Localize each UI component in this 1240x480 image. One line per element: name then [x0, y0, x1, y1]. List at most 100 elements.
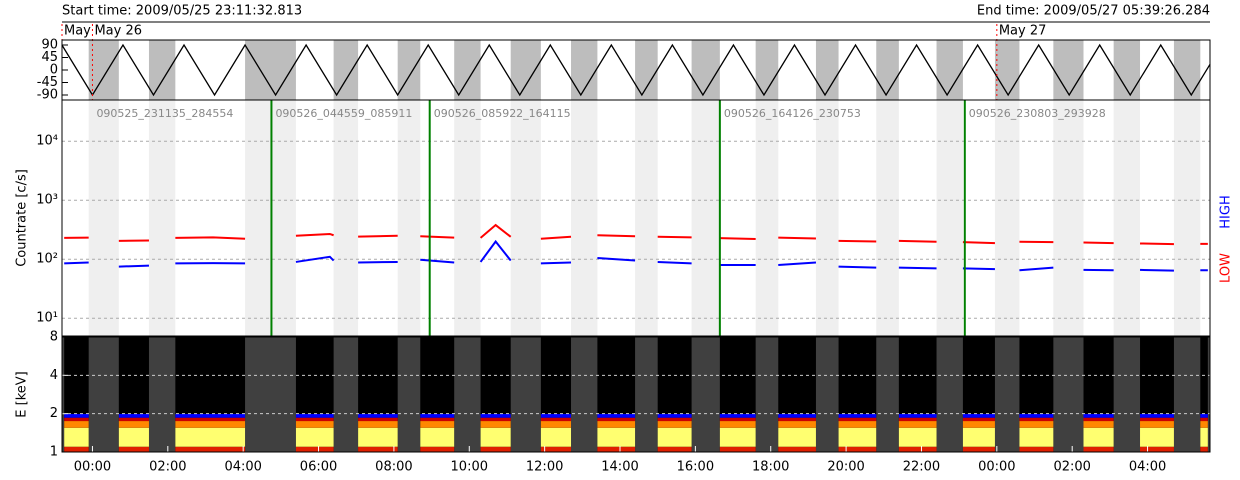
gap-band: [510, 100, 541, 336]
spectrum-band: [175, 427, 246, 447]
x-tick-label: 00:00: [74, 460, 111, 475]
spectrum-band: [719, 446, 756, 452]
spectrum-band: [838, 421, 877, 428]
panel-frame: [61, 99, 1211, 337]
y-tick-label: 2: [50, 406, 58, 421]
spectrum-band: [64, 417, 89, 422]
spectrum-block: [1200, 337, 1208, 452]
gap-band: [148, 100, 176, 336]
spectrum-band: [1083, 413, 1114, 418]
spectrum-band: [295, 421, 334, 428]
gap-band: [755, 100, 779, 336]
spectrum-band: [175, 421, 246, 428]
spectrum-band: [358, 446, 398, 452]
spectrum-band: [118, 421, 149, 428]
gap-band: [815, 100, 839, 336]
spectrum-band: [1200, 421, 1208, 428]
gap-band: [454, 40, 481, 100]
spectrum-band: [358, 417, 398, 422]
x-tick-label: 18:00: [752, 460, 789, 475]
gap-band: [510, 40, 541, 100]
spectrum-band: [1200, 417, 1208, 422]
spectrum-band: [1019, 413, 1054, 418]
spectrum-band: [719, 413, 756, 418]
spectrum-band: [838, 446, 877, 452]
spectrum-band: [358, 421, 398, 428]
gap-band: [1113, 40, 1141, 100]
spectrum-band: [118, 446, 149, 452]
y-tick-label: 10³: [36, 193, 58, 208]
gap-band: [994, 40, 1020, 100]
spectrum-band: [295, 417, 334, 422]
spectrum-band: [540, 446, 572, 452]
spectrum-band: [778, 427, 816, 447]
x-tick-label: 04:00: [1129, 460, 1166, 475]
spectrum-band: [118, 427, 149, 447]
spectrum-band: [838, 427, 877, 447]
spectrum-band: [295, 427, 334, 447]
file-label: 090526_044559_085911: [275, 107, 412, 120]
spectrum-band: [118, 413, 149, 418]
gap-band: [876, 100, 899, 336]
spectrum-band: [657, 427, 692, 447]
spectrum-band: [64, 421, 89, 428]
spectrum-band: [898, 421, 937, 428]
spectrum-band: [778, 446, 816, 452]
x-tick-label: 10:00: [451, 460, 488, 475]
day-label: May: [64, 24, 91, 39]
y-tick-label: -90: [37, 88, 58, 103]
spectrum-band: [1019, 417, 1054, 422]
spectrum-band: [597, 427, 636, 447]
gap-band: [876, 40, 899, 100]
gap-band: [571, 40, 598, 100]
gap-band: [333, 40, 359, 100]
panel-bg: [62, 337, 1210, 452]
x-tick-label: 22:00: [903, 460, 940, 475]
spectrum-band: [1140, 413, 1174, 418]
attitude-line: [61, 43, 1211, 97]
spectrum-band: [657, 421, 692, 428]
start-time: Start time: 2009/05/25 23:11:32.813: [62, 4, 302, 19]
spectrum-band: [358, 413, 398, 418]
gap-band: [88, 40, 119, 100]
x-tick-label: 16:00: [677, 460, 714, 475]
gap-band: [755, 40, 779, 100]
gap-band: [691, 100, 720, 336]
y-tick-label: 90: [41, 38, 58, 53]
spectrum-band: [480, 417, 511, 422]
spectrum-band: [778, 421, 816, 428]
spectrum-band: [540, 421, 572, 428]
spectrum-band: [480, 413, 511, 418]
spectrum-band: [657, 417, 692, 422]
gap-band: [571, 100, 598, 336]
spectrum-band: [719, 417, 756, 422]
gap-band: [1053, 100, 1084, 336]
spectrum-band: [1083, 417, 1114, 422]
spectrum-band: [1083, 427, 1114, 447]
spectrum-band: [597, 446, 636, 452]
y-axis-title: E [keV]: [15, 371, 30, 417]
spectrum-band: [175, 413, 246, 418]
spectrum-band: [175, 417, 246, 422]
legend-label: LOW: [1219, 253, 1234, 283]
file-label: 090526_164126_230753: [724, 107, 861, 120]
spectrum-band: [480, 427, 511, 447]
x-tick-label: 02:00: [149, 460, 186, 475]
spectrum-band: [1019, 446, 1054, 452]
spectrum-band: [1140, 427, 1174, 447]
spectrum-band: [1140, 446, 1174, 452]
spectrum-band: [1019, 421, 1054, 428]
y-tick-label: -45: [37, 75, 58, 90]
spectrum-band: [1140, 421, 1174, 428]
x-tick-label: 08:00: [375, 460, 412, 475]
spectrum-band: [540, 417, 572, 422]
spectrum-band: [1019, 427, 1054, 447]
spectrum-band: [962, 446, 995, 452]
gap-band: [815, 40, 839, 100]
spectrum-band: [597, 421, 636, 428]
end-time: End time: 2009/05/27 05:39:26.284: [977, 4, 1210, 19]
spectrum-band: [175, 446, 246, 452]
spectrum-band: [118, 417, 149, 422]
spectrum-band: [1200, 427, 1208, 447]
x-tick-label: 14:00: [601, 460, 638, 475]
